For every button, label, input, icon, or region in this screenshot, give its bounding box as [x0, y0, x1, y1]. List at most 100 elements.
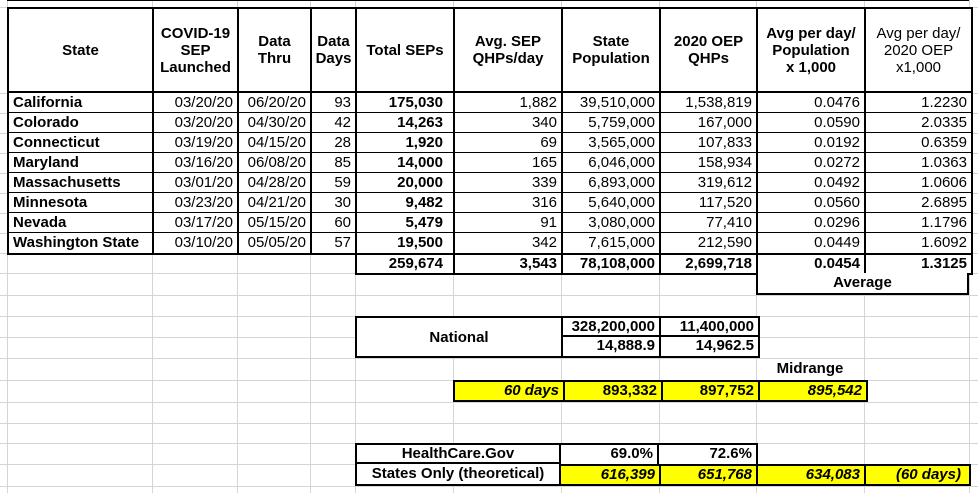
cell-data-days[interactable]: 57 — [312, 233, 357, 253]
cell-data-days[interactable]: 93 — [312, 93, 357, 113]
cell-data-thru[interactable]: 04/21/20 — [239, 193, 312, 213]
cell-data-thru[interactable]: 06/08/20 — [239, 153, 312, 173]
cell-data-days[interactable]: 42 — [312, 113, 357, 133]
cell-total-seps[interactable]: 5,479 — [357, 213, 455, 233]
total-cell-oep-qhps[interactable]: 2,699,718 — [661, 255, 758, 273]
header-cell-data-days[interactable]: Data Days — [312, 9, 357, 93]
cell-state-population[interactable]: 3,080,000 — [563, 213, 661, 233]
cell-state[interactable]: California — [9, 93, 154, 113]
cell-state-population[interactable]: 3,565,000 — [563, 133, 661, 153]
sixty-days-midrange-cell[interactable]: 895,542 — [758, 382, 866, 400]
header-cell-oep-qhps[interactable]: 2020 OEP QHPs — [661, 9, 758, 93]
header-cell-state[interactable]: State — [9, 9, 154, 93]
cell-oep-qhps[interactable]: 77,410 — [661, 213, 758, 233]
cell-data-days[interactable]: 85 — [312, 153, 357, 173]
cell-sep-launched[interactable]: 03/20/20 — [154, 93, 239, 113]
cell-avg-sep-qhps-day[interactable]: 342 — [455, 233, 563, 253]
cell-oep-qhps[interactable]: 167,000 — [661, 113, 758, 133]
cell-sep-launched[interactable]: 03/16/20 — [154, 153, 239, 173]
cell-avg-per-day-oep[interactable]: 1.1796 — [866, 213, 971, 233]
cell-avg-per-day-oep[interactable]: 1.6092 — [921, 234, 967, 251]
header-cell-avg-sep-qhps-day[interactable]: Avg. SEP QHPs/day — [455, 9, 563, 93]
sixty-days-oep-estimate-cell[interactable]: 897,752 — [661, 382, 758, 400]
cell-oep-qhps[interactable]: 1,538,819 — [661, 93, 758, 113]
cell-data-days[interactable]: 28 — [312, 133, 357, 153]
cell-avg-per-day-population[interactable]: 0.0192 — [758, 133, 866, 153]
total-cell-avg-sep-qhps-day[interactable]: 3,543 — [455, 255, 563, 273]
theoretical-midrange-cell[interactable]: 634,083 — [756, 466, 864, 484]
cell-sep-launched[interactable]: 03/23/20 — [154, 193, 239, 213]
cell-avg-sep-qhps-day[interactable]: 165 — [455, 153, 563, 173]
sixty-days-label-cell[interactable]: 60 days — [503, 382, 559, 399]
cell-data-thru[interactable]: 05/15/20 — [239, 213, 312, 233]
cell-state[interactable]: Massachusetts — [9, 173, 154, 193]
cell-avg-per-day-oep[interactable]: 2.0335 — [866, 113, 971, 133]
cell-total-seps[interactable]: 14,263 — [357, 113, 455, 133]
cell-avg-per-day-population[interactable]: 0.0272 — [758, 153, 866, 173]
cell-total-seps[interactable]: 20,000 — [357, 173, 455, 193]
cell-oep-qhps[interactable]: 212,590 — [661, 233, 758, 253]
theoretical-population-cell[interactable]: 616,399 — [600, 466, 655, 483]
cell-oep-qhps[interactable]: 107,833 — [661, 133, 758, 153]
cell-avg-per-day-population[interactable]: 0.0492 — [758, 173, 866, 193]
cell-state[interactable]: Maryland — [9, 153, 154, 173]
cell-data-thru[interactable]: 04/30/20 — [239, 113, 312, 133]
average-label-cell[interactable]: Average — [756, 273, 969, 295]
cell-sep-launched[interactable]: 03/01/20 — [154, 173, 239, 193]
total-cell-avg-per-day-population[interactable]: 0.0454 — [758, 255, 866, 273]
header-cell-data-thru[interactable]: Data Thru — [239, 9, 312, 93]
cell-avg-sep-qhps-day[interactable]: 340 — [455, 113, 563, 133]
cell-avg-per-day-population[interactable]: 0.0476 — [758, 93, 866, 113]
cell-avg-sep-qhps-day[interactable]: 316 — [455, 193, 563, 213]
cell-data-thru[interactable]: 06/20/20 — [239, 93, 312, 113]
cell-state[interactable]: Nevada — [9, 213, 154, 233]
cell-total-seps[interactable]: 1,920 — [357, 133, 455, 153]
sixty-days-population-estimate-cell[interactable]: 893,332 — [563, 382, 661, 400]
cell-state-population[interactable]: 6,893,000 — [563, 173, 661, 193]
healthcare-pct-population-cell[interactable]: 69.0% — [561, 445, 659, 464]
cell-data-thru[interactable]: 05/05/20 — [239, 233, 312, 253]
cell-avg-per-day-oep[interactable]: 1.2230 — [866, 93, 971, 113]
cell-state-population[interactable]: 39,510,000 — [563, 93, 661, 113]
healthcare-pct-oep-cell[interactable]: 72.6% — [709, 445, 752, 462]
national-oep-per-day-cell[interactable]: 14,962.5 — [695, 337, 754, 354]
cell-avg-per-day-oep[interactable]: 1.0363 — [866, 153, 971, 173]
cell-avg-per-day-population[interactable]: 0.0296 — [758, 213, 866, 233]
header-cell-avg-per-day-population[interactable]: Avg per day/ Population x 1,000 — [758, 9, 866, 93]
total-cell-total-seps[interactable]: 259,674 — [357, 255, 455, 273]
cell-state[interactable]: Washington State — [9, 233, 154, 253]
national-population-per-day-cell[interactable]: 14,888.9 — [563, 337, 661, 356]
header-cell-sep-launched[interactable]: COVID-19 SEP Launched — [154, 9, 239, 93]
cell-sep-launched[interactable]: 03/10/20 — [154, 233, 239, 253]
cell-data-days[interactable]: 59 — [312, 173, 357, 193]
total-cell-state-population[interactable]: 78,108,000 — [563, 255, 661, 273]
cell-state-population[interactable]: 6,046,000 — [563, 153, 661, 173]
national-oep-cell[interactable]: 11,400,000 — [661, 318, 758, 337]
cell-sep-launched[interactable]: 03/20/20 — [154, 113, 239, 133]
cell-total-seps[interactable]: 14,000 — [357, 153, 455, 173]
cell-avg-sep-qhps-day[interactable]: 69 — [455, 133, 563, 153]
theoretical-duration-cell[interactable]: (60 days) — [864, 466, 969, 484]
cell-avg-per-day-oep[interactable]: 2.6895 — [866, 193, 971, 213]
national-population-cell[interactable]: 328,200,000 — [563, 318, 661, 337]
total-cell-avg-per-day-oep[interactable]: 1.3125 — [921, 255, 967, 272]
healthcare-gov-label-cell[interactable]: HealthCare.Gov — [357, 445, 559, 464]
cell-avg-sep-qhps-day[interactable]: 91 — [455, 213, 563, 233]
cell-avg-per-day-population[interactable]: 0.0560 — [758, 193, 866, 213]
cell-total-seps[interactable]: 175,030 — [357, 93, 455, 113]
cell-data-days[interactable]: 60 — [312, 213, 357, 233]
cell-avg-per-day-population[interactable]: 0.0590 — [758, 113, 866, 133]
cell-state-population[interactable]: 5,759,000 — [563, 113, 661, 133]
cell-sep-launched[interactable]: 03/17/20 — [154, 213, 239, 233]
theoretical-oep-cell[interactable]: 651,768 — [659, 466, 756, 484]
cell-avg-per-day-population[interactable]: 0.0449 — [758, 233, 866, 253]
cell-data-thru[interactable]: 04/15/20 — [239, 133, 312, 153]
national-label-cell[interactable]: National — [357, 318, 563, 356]
cell-state[interactable]: Colorado — [9, 113, 154, 133]
cell-state-population[interactable]: 7,615,000 — [563, 233, 661, 253]
cell-oep-qhps[interactable]: 319,612 — [661, 173, 758, 193]
cell-state[interactable]: Minnesota — [9, 193, 154, 213]
cell-state[interactable]: Connecticut — [9, 133, 154, 153]
header-cell-total-seps[interactable]: Total SEPs — [357, 9, 455, 93]
cell-avg-sep-qhps-day[interactable]: 1,882 — [455, 93, 563, 113]
